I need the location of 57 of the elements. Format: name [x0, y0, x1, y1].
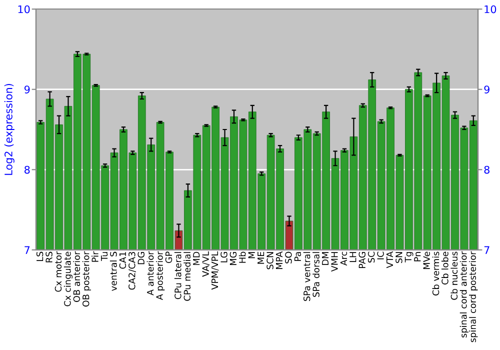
- x-tick-label: SO: [285, 252, 292, 264]
- x-tick-label: SN: [396, 252, 402, 263]
- x-tick-label: spinal cord posterior: [469, 251, 478, 342]
- x-tick-label: LG: [220, 252, 228, 262]
- x-tick-label: Cx motor: [54, 251, 62, 292]
- x-tick-label: Pir: [92, 251, 98, 262]
- x-tick-label: IC: [377, 252, 384, 260]
- x-tick-label: Cx cingulate: [64, 252, 73, 306]
- x-tick-label: Hb: [238, 252, 246, 263]
- x-tick-label: Cb vermis: [432, 252, 440, 296]
- x-tick-label: VA/VL: [202, 251, 210, 277]
- x-tick-label: CPu lateral: [174, 252, 182, 300]
- x-tick-label: CA1: [119, 252, 126, 269]
- x-tick-label: A posterior: [156, 251, 165, 300]
- x-tick-label: ME: [258, 252, 264, 264]
- y2-tick-label: 10: [484, 5, 496, 14]
- x-tick-label: SPa ventral: [303, 252, 310, 301]
- x-tick-label: GP: [165, 252, 172, 264]
- x-tick-label: Cb lobe: [441, 252, 448, 284]
- x-tick-label: MG: [230, 252, 237, 265]
- x-tick-label: DM: [322, 252, 329, 265]
- x-tick-label: A anterior: [146, 251, 154, 296]
- x-tick-label: SC: [368, 252, 375, 263]
- x-tick-label: ventral S: [110, 252, 117, 291]
- y-tick-label: 10: [18, 5, 30, 14]
- x-tick-label: OB posterior: [82, 251, 91, 307]
- x-tick-label: MPA: [276, 251, 282, 269]
- y-axis-title: Log2 (expression): [4, 84, 14, 175]
- x-tick-label: SPa dorsal: [312, 252, 320, 297]
- x-tick-label: RS: [46, 252, 52, 262]
- y2-tick-label: 8: [484, 166, 490, 174]
- x-tick-label: Tu: [101, 252, 108, 262]
- y2-tick-label: 7: [484, 246, 490, 254]
- x-tick-label: MVe: [423, 252, 430, 269]
- x-tick-label: Tg: [404, 252, 414, 262]
- x-tick-label: spinal cord anterior: [460, 251, 468, 338]
- x-tick-label: PAG: [358, 252, 366, 268]
- x-tick-label: OB anterior: [73, 251, 80, 302]
- y-tick-label: 9: [24, 86, 30, 94]
- x-tick-label: CA2/CA3: [128, 252, 136, 290]
- y-tick-label: 8: [24, 166, 30, 174]
- x-tick-label: DG: [138, 252, 144, 264]
- x-tick-label: LS: [36, 252, 44, 262]
- y-tick-label: 7: [24, 246, 30, 254]
- x-tick-label: Pn: [414, 252, 421, 262]
- x-tick-label: Cb nucleus: [450, 252, 458, 300]
- x-tick-label: Pa: [294, 252, 302, 261]
- x-tick-label: LH: [350, 252, 356, 262]
- x-tick-label: VPM/VPL: [212, 251, 219, 290]
- x-tick-label: CPu medial: [184, 252, 191, 301]
- x-tick-label: Arc: [340, 252, 348, 266]
- x-tick-label: VTA: [386, 251, 393, 268]
- x-tick-label: M: [248, 252, 255, 258]
- x-tick-label: VMH: [331, 252, 338, 272]
- y2-tick-label: 9: [484, 86, 490, 94]
- x-tick-label: SCN: [266, 252, 274, 270]
- x-tick-label: MD: [193, 252, 200, 265]
